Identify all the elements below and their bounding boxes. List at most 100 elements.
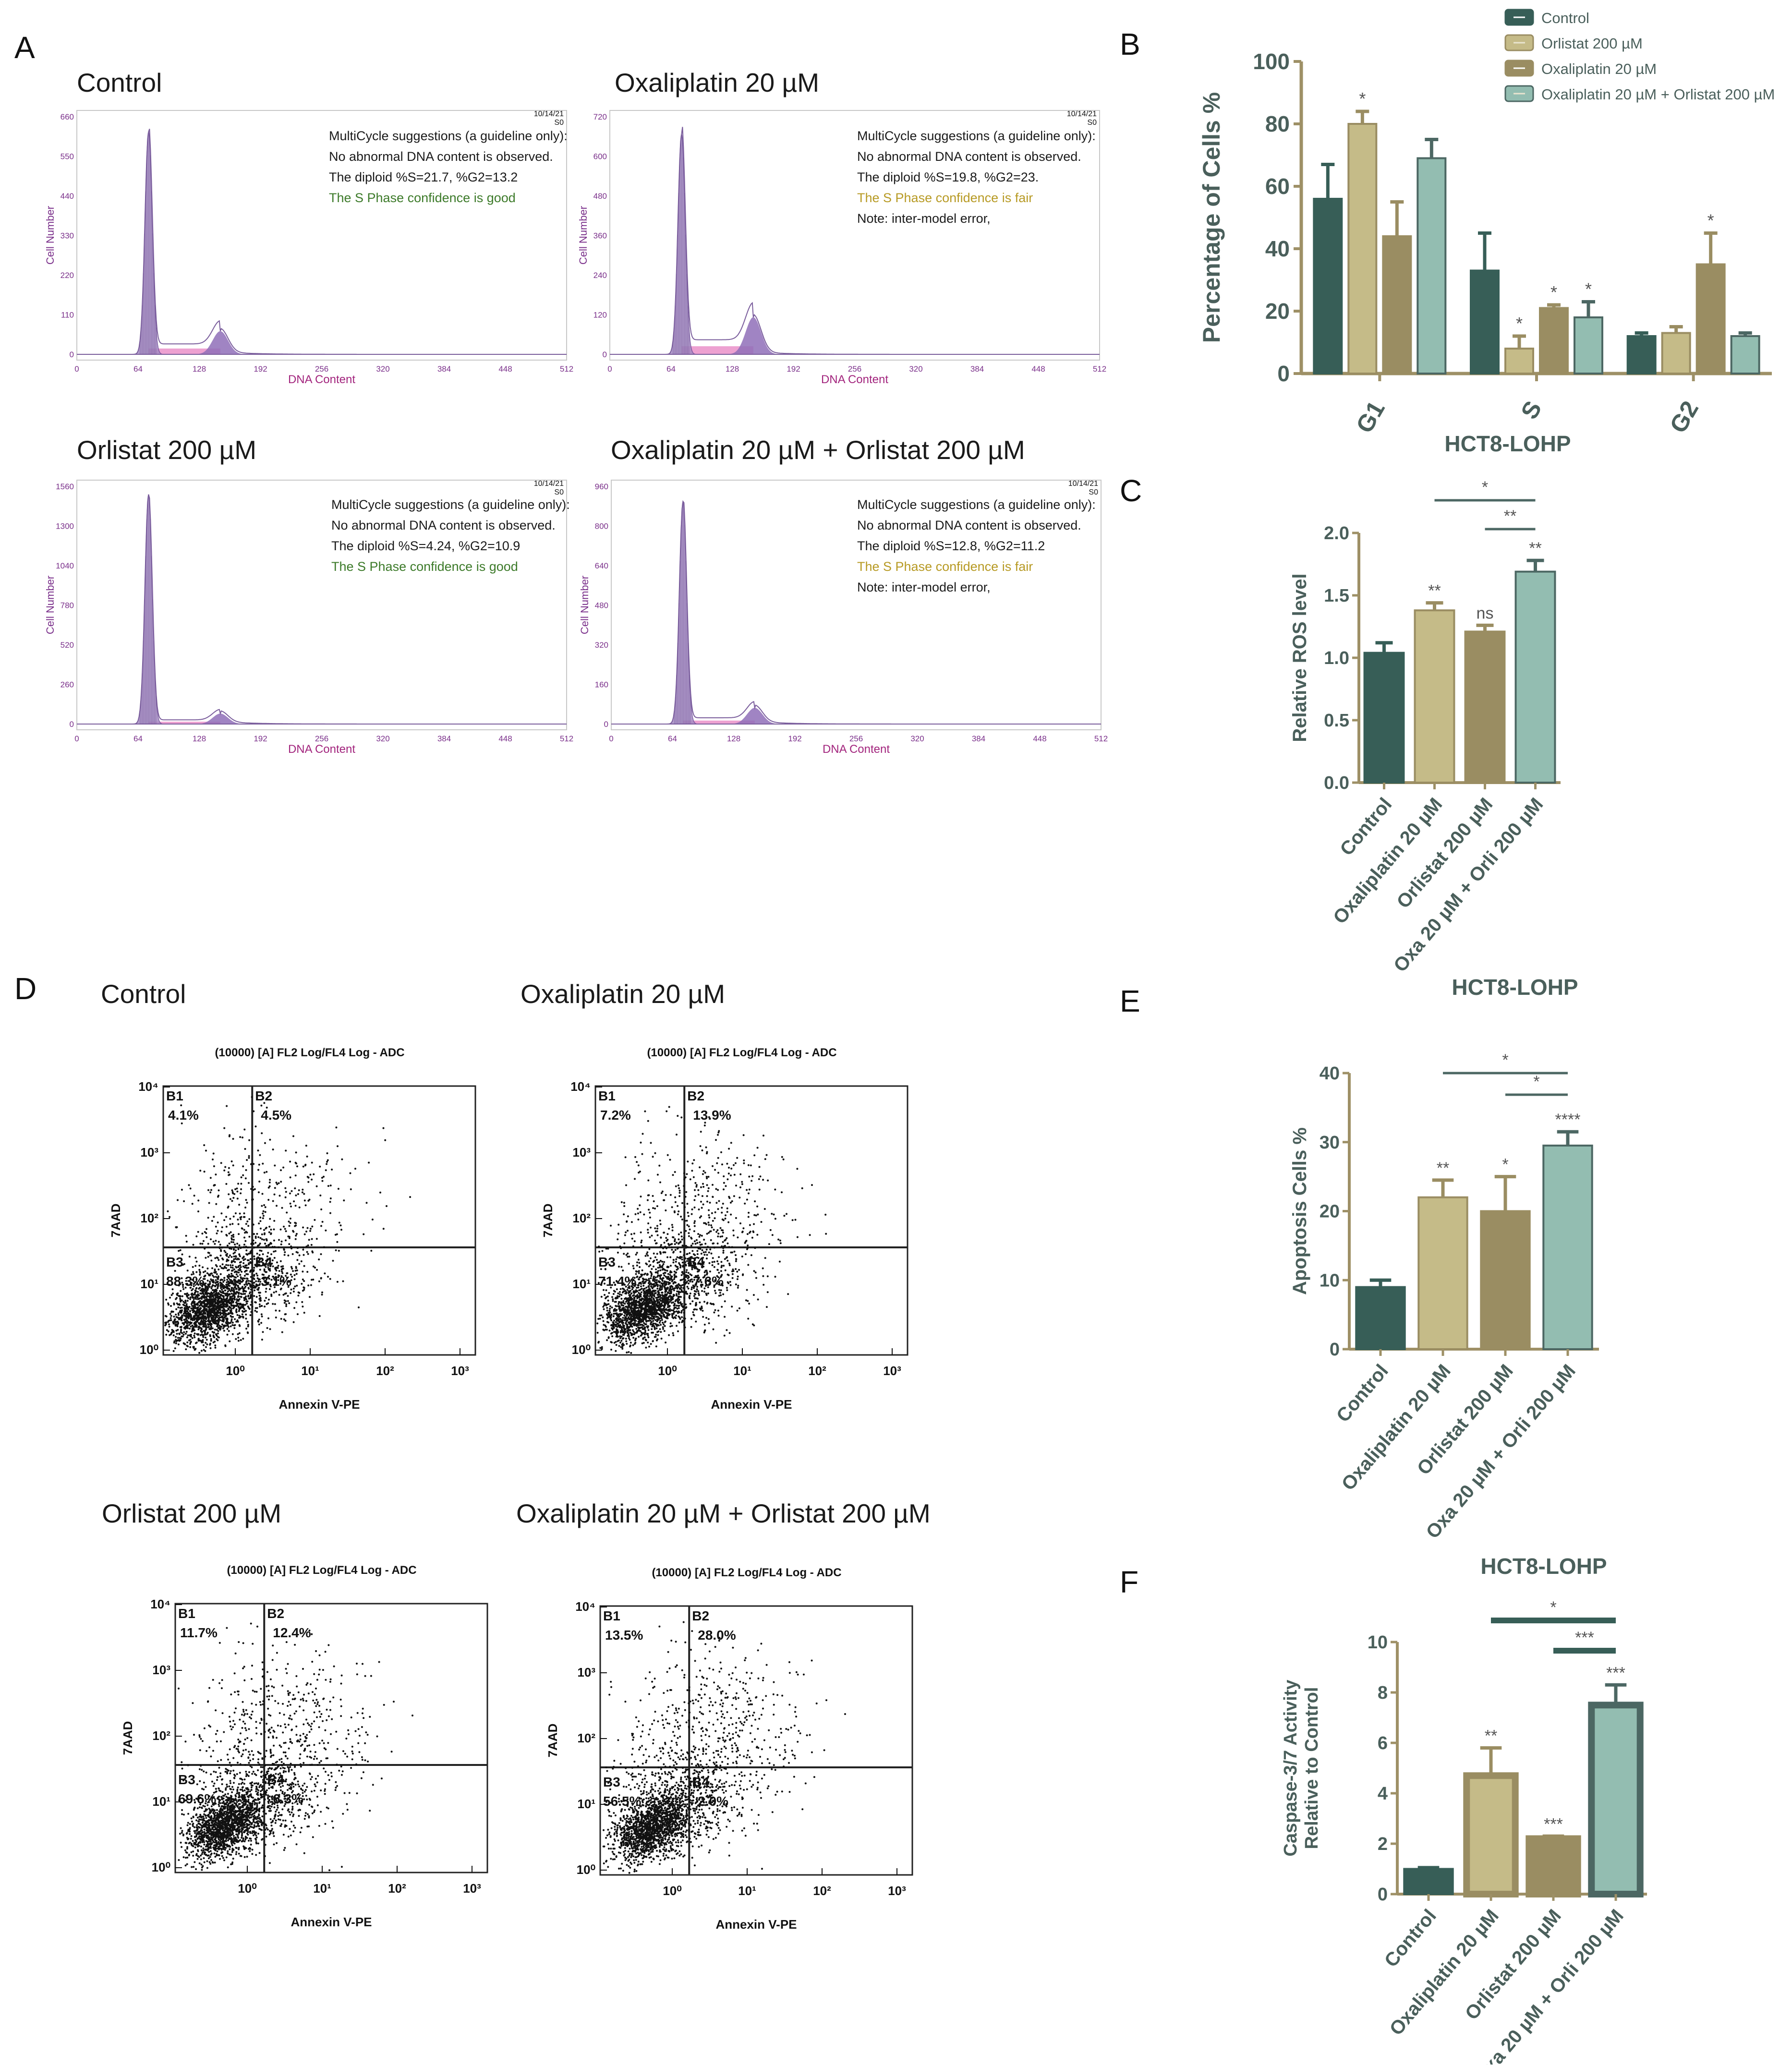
flow-plot-border bbox=[174, 1603, 488, 1873]
panel-label-f: F bbox=[1120, 1565, 1139, 1599]
y-tick-label: 80 bbox=[1265, 111, 1290, 136]
flow-x-tick: 10³ bbox=[883, 1364, 901, 1378]
histogram-y-tick: 1560 bbox=[56, 482, 74, 491]
flow-x-tick: 10¹ bbox=[301, 1364, 319, 1378]
bar bbox=[1480, 1210, 1531, 1350]
histogram-x-tick: 512 bbox=[1093, 364, 1106, 374]
quadrant-b4-value: 3.1% bbox=[261, 1274, 291, 1289]
flow-plot-title: Orlistat 200 µM bbox=[102, 1498, 282, 1528]
abnormal-content-text: No abnormal DNA content is observed. bbox=[857, 149, 1081, 164]
legend-label: Orlistat 200 µM bbox=[1541, 35, 1643, 52]
bar bbox=[1661, 332, 1691, 375]
histogram-y-tick: 0 bbox=[70, 720, 74, 729]
bar bbox=[1542, 1144, 1593, 1350]
bar bbox=[1414, 609, 1455, 784]
histogram-x-tick: 128 bbox=[727, 734, 740, 743]
significance-label: * bbox=[1707, 211, 1714, 230]
bar bbox=[1514, 570, 1556, 784]
flow-y-tick: 10¹ bbox=[577, 1797, 595, 1811]
histogram-x-tick: 256 bbox=[848, 364, 861, 374]
histogram-sub-label: S0 bbox=[554, 119, 564, 127]
y-axis-label: Percentage of Cells % bbox=[1198, 92, 1225, 343]
bar bbox=[1626, 335, 1657, 375]
multicycle-suggestion-box: MultiCycle suggestions (a guideline only… bbox=[857, 126, 1096, 229]
chart-title: HCT8-LOHP bbox=[1452, 975, 1578, 1000]
histogram-x-label: DNA Content bbox=[288, 743, 355, 756]
histogram-y-tick: 480 bbox=[593, 192, 607, 201]
histogram-y-tick: 0 bbox=[70, 350, 74, 359]
significance-label: * bbox=[1502, 1156, 1508, 1174]
histogram-y-tick: 550 bbox=[61, 152, 74, 161]
histogram-y-tick: 720 bbox=[593, 112, 607, 121]
flow-y-label: 7AAD bbox=[109, 1204, 123, 1238]
bar bbox=[1574, 316, 1603, 375]
bracket-significance-label: ** bbox=[1504, 507, 1516, 525]
quadrant-b3-value: 69.6% bbox=[178, 1791, 216, 1806]
histogram-y-tick: 440 bbox=[61, 192, 74, 201]
legend-label: Oxaliplatin 20 µM bbox=[1541, 60, 1657, 77]
y-tick-label: 20 bbox=[1265, 299, 1290, 324]
histogram-title: Oxaliplatin 20 µM bbox=[615, 68, 820, 97]
y-tick-label: 0.5 bbox=[1324, 711, 1349, 731]
y-tick-label: 0 bbox=[1330, 1340, 1340, 1360]
quadrant-b2-name: B2 bbox=[255, 1088, 272, 1103]
flow-y-tick: 10³ bbox=[140, 1145, 158, 1160]
histogram-y-label: Cell Number bbox=[44, 576, 56, 634]
bar bbox=[1313, 198, 1343, 375]
histogram-date: 10/14/21 bbox=[1068, 480, 1098, 488]
flow-x-tick: 10² bbox=[813, 1884, 831, 1898]
histogram-x-tick: 448 bbox=[498, 734, 512, 743]
bar bbox=[1463, 1772, 1519, 1897]
histogram-x-tick: 320 bbox=[376, 734, 389, 743]
histogram-y-tick: 1040 bbox=[56, 561, 74, 570]
significance-label: * bbox=[1550, 282, 1557, 302]
histogram-x-tick: 320 bbox=[910, 734, 924, 743]
flow-plot-header: (10000) [A] FL2 Log/FL4 Log - ADC bbox=[652, 1566, 841, 1579]
histogram-x-tick: 64 bbox=[666, 364, 676, 374]
bracket-significance-label: * bbox=[1550, 1598, 1556, 1617]
x-tick-label: Oxaliplatin 20 µM bbox=[1338, 1361, 1455, 1495]
y-tick-label: 8 bbox=[1378, 1683, 1388, 1703]
y-tick-label: 10 bbox=[1368, 1632, 1388, 1653]
histogram-y-tick: 600 bbox=[593, 152, 607, 161]
bar bbox=[1464, 630, 1506, 784]
quadrant-b1-name: B1 bbox=[166, 1088, 183, 1103]
histogram-x-tick: 384 bbox=[970, 364, 984, 374]
g2-peak-fill bbox=[716, 708, 803, 724]
x-tick-label: Control bbox=[1380, 1906, 1441, 1971]
significance-label: ** bbox=[1428, 582, 1441, 600]
flow-plot-title: Oxaliplatin 20 µM bbox=[521, 979, 726, 1009]
flow-plot-area: (10000) [A] FL2 Log/FL4 Log - ADC B1 13.5%… bbox=[545, 1566, 913, 1932]
y-tick-label: 2.0 bbox=[1324, 523, 1349, 544]
flow-plot-title: Control bbox=[101, 979, 186, 1009]
histogram-x-tick: 0 bbox=[74, 364, 79, 374]
flow-y-tick: 10² bbox=[572, 1211, 591, 1225]
inter-model-note-text: Note: inter-model error, bbox=[857, 211, 991, 226]
quadrant-b2-name: B2 bbox=[687, 1088, 704, 1103]
y-tick-label: 2 bbox=[1378, 1834, 1388, 1854]
histogram-border bbox=[611, 480, 1102, 730]
quadrant-b4-name: B4 bbox=[687, 1255, 704, 1269]
quadrant-b4-value: 7.6% bbox=[693, 1274, 724, 1289]
flow-y-tick: 10³ bbox=[577, 1665, 595, 1679]
y-axis-label: Apoptosis Cells % bbox=[1289, 1127, 1310, 1295]
quadrant-b3-value: 71.4% bbox=[598, 1274, 636, 1289]
histogram-x-tick: 320 bbox=[376, 364, 389, 374]
flow-y-tick: 10⁰ bbox=[152, 1860, 170, 1874]
histogram-x-tick: 0 bbox=[609, 734, 613, 743]
diploid-stats-text: The diploid %S=12.8, %G2=11.2 bbox=[857, 539, 1045, 553]
flow-scatter-plot: (10000) [A] FL2 Log/FL4 Log - ADC B1 4.1% B… bbox=[109, 1046, 476, 1412]
quadrant-b2-name: B2 bbox=[267, 1606, 284, 1621]
quadrant-b1-name: B1 bbox=[603, 1608, 620, 1623]
histogram-sub-label: S0 bbox=[1089, 488, 1098, 496]
bar bbox=[1403, 1868, 1454, 1895]
histogram-y-tick: 640 bbox=[595, 561, 608, 570]
histogram-x-tick: 448 bbox=[498, 364, 512, 374]
histogram-y-tick: 1300 bbox=[56, 522, 74, 531]
flow-y-tick: 10¹ bbox=[152, 1794, 170, 1809]
flow-y-tick: 10⁴ bbox=[150, 1597, 170, 1611]
histogram-fit-curve bbox=[77, 129, 567, 355]
flow-y-tick: 10⁴ bbox=[575, 1599, 595, 1614]
significance-label: * bbox=[1585, 279, 1592, 299]
